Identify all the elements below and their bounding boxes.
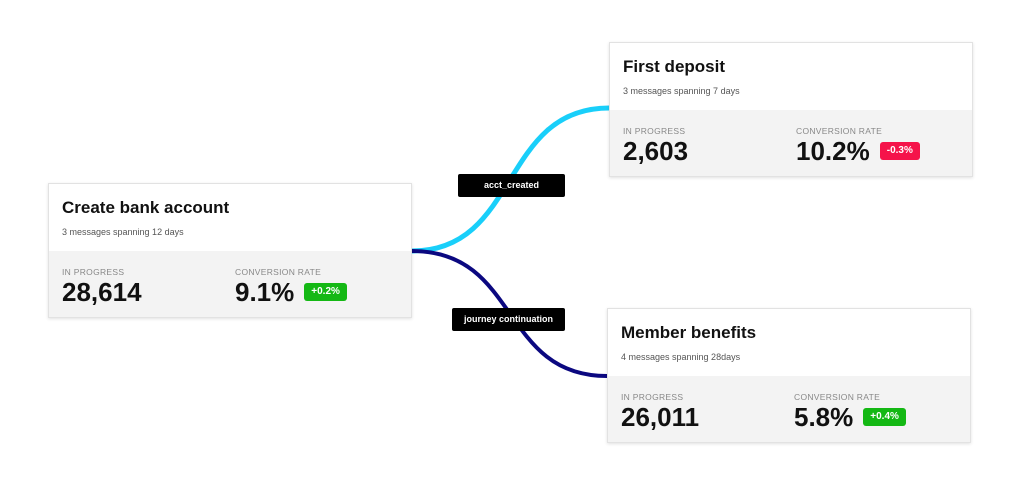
- conversion-rate-value: 9.1%: [235, 277, 295, 307]
- in-progress-label: IN PROGRESS: [621, 392, 684, 402]
- node-subtitle: 3 messages spanning 7 days: [623, 86, 740, 96]
- link-label-acct-created[interactable]: acct_created: [458, 174, 565, 197]
- conversion-rate-label: CONVERSION RATE: [794, 392, 881, 402]
- in-progress-value: 26,011: [621, 402, 700, 432]
- node-first-deposit[interactable]: First deposit 3 messages spanning 7 days…: [609, 42, 973, 177]
- conversion-rate-label: CONVERSION RATE: [796, 126, 883, 136]
- node-title: Create bank account: [62, 198, 230, 217]
- in-progress-label: IN PROGRESS: [623, 126, 686, 136]
- in-progress-label: IN PROGRESS: [62, 267, 125, 277]
- conversion-rate-label: CONVERSION RATE: [235, 267, 322, 277]
- change-badge: +0.2%: [304, 283, 347, 301]
- link-label-journey-continuation[interactable]: journey continuation: [452, 308, 565, 331]
- node-subtitle: 3 messages spanning 12 days: [62, 227, 184, 237]
- node-subtitle: 4 messages spanning 28days: [621, 352, 741, 362]
- conversion-rate-value: 5.8%: [794, 402, 854, 432]
- node-create-bank-account[interactable]: Create bank account 3 messages spanning …: [48, 183, 412, 318]
- node-member-benefits[interactable]: Member benefits 4 messages spanning 28da…: [607, 308, 971, 443]
- change-badge: +0.4%: [863, 408, 906, 426]
- node-title: Member benefits: [621, 323, 757, 342]
- in-progress-value: 2,603: [623, 136, 689, 166]
- node-title: First deposit: [623, 57, 726, 76]
- change-badge: -0.3%: [879, 142, 920, 160]
- conversion-rate-value: 10.2%: [796, 136, 870, 166]
- in-progress-value: 28,614: [62, 277, 142, 307]
